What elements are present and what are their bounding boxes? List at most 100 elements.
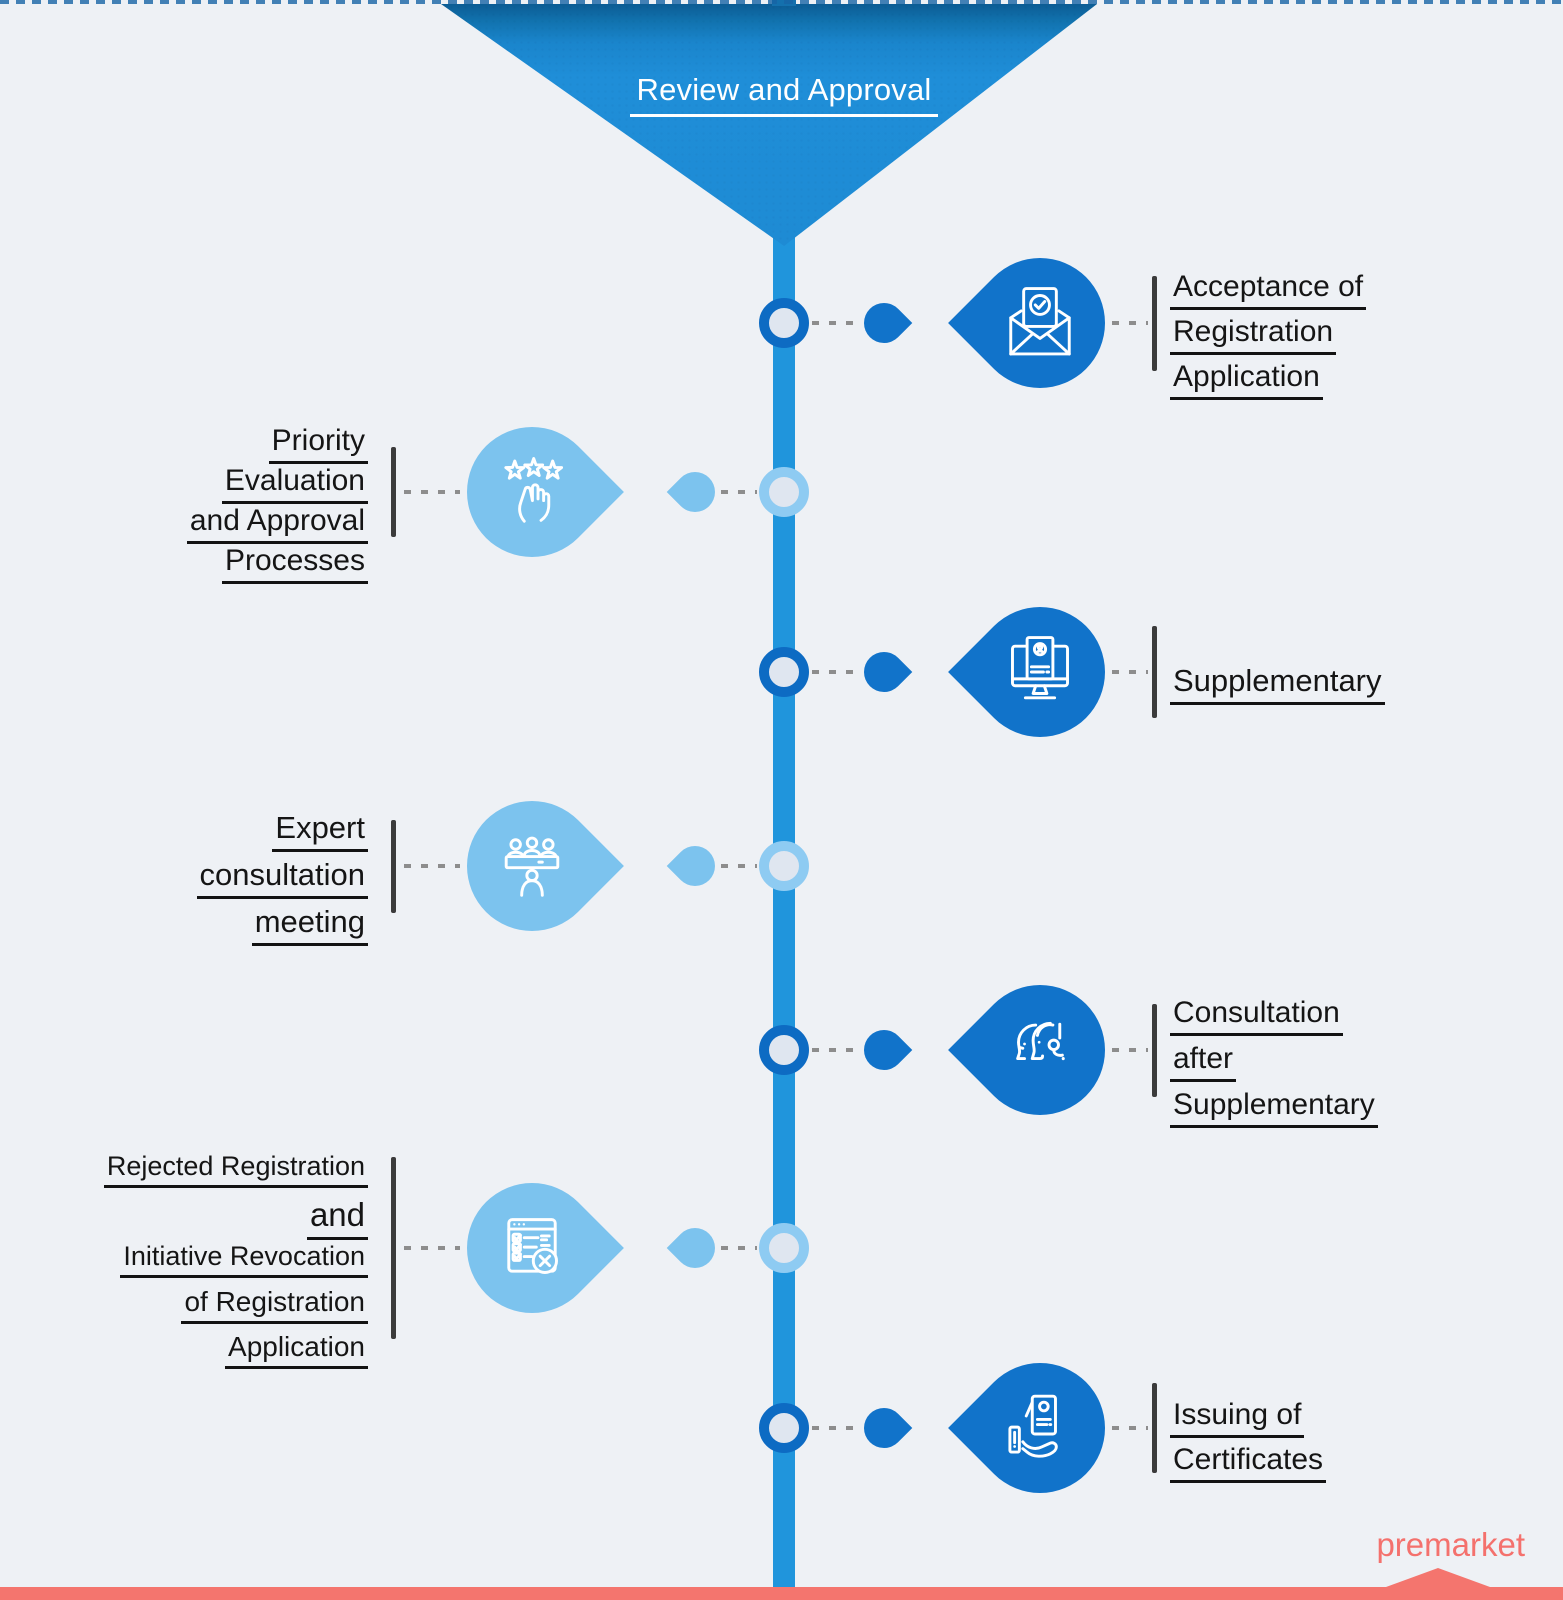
bottom-bar-peak (1386, 1568, 1490, 1587)
milestone-label-line: meeting (251, 904, 368, 946)
dotted-connector (812, 1048, 856, 1052)
timeline-node (759, 841, 809, 891)
expert-meeting-icon (467, 801, 597, 931)
timeline-node (759, 1223, 809, 1273)
bottom-bar (0, 1587, 1563, 1600)
small-teardrop (855, 294, 913, 352)
small-teardrop (855, 1399, 913, 1457)
dotted-connector (812, 321, 856, 325)
star-rating-hand-icon (504, 456, 564, 523)
label-accent-bar (1152, 1383, 1157, 1473)
label-accent-bar (1152, 1003, 1157, 1097)
label-accent-bar (391, 1157, 396, 1339)
envelope-check-icon (1009, 287, 1071, 356)
label-line-wrap: Priority (268, 424, 368, 464)
label-line-wrap: Expert (272, 810, 368, 852)
monitor-profile-icon (1011, 636, 1069, 700)
milestone-label-line: Priority (268, 424, 368, 464)
milestone-label-line: Evaluation (221, 464, 368, 504)
milestone-bubble (440, 774, 624, 958)
milestone-bubble (948, 231, 1132, 415)
small-teardrop (666, 1219, 724, 1277)
milestone-label-line: Application (225, 1331, 368, 1369)
timeline-line (773, 230, 795, 1589)
milestone-label: Supplementary (1170, 524, 1540, 844)
dotted-connector (1112, 1426, 1148, 1430)
dotted-connector (1112, 670, 1148, 674)
dotted-connector (1112, 1048, 1148, 1052)
label-line-wrap: of Registration (181, 1286, 368, 1324)
milestone-bubble (440, 400, 624, 584)
expert-meeting-icon (504, 836, 560, 897)
label-line-wrap: Processes (221, 544, 368, 584)
funnel-title: Review and Approval (630, 72, 938, 117)
milestone-label-line: Initiative Revocation (120, 1241, 368, 1278)
label-accent-bar (391, 447, 396, 537)
label-line-wrap: Application (225, 1331, 368, 1369)
headset-consultation-icon (975, 985, 1105, 1115)
label-line-wrap: Certificates (1170, 1443, 1327, 1483)
label-line-wrap: Evaluation (221, 464, 368, 504)
small-teardrop (666, 837, 724, 895)
label-line-wrap: Registration (1170, 315, 1337, 355)
milestone-label-line: Processes (221, 544, 368, 584)
milestone-label-line: Registration (1170, 315, 1337, 355)
milestone-label: Acceptance of Registration Application (1170, 175, 1540, 495)
label-line-wrap: Issuing of (1170, 1398, 1305, 1438)
label-line-wrap: meeting (251, 904, 368, 946)
milestone-label: Consultation after Supplementary (1170, 902, 1540, 1222)
rejected-checklist-icon (507, 1218, 558, 1274)
milestone-label: Priority Evaluation and Approval Processes (18, 344, 368, 664)
milestone-label-line: Certificates (1170, 1443, 1327, 1483)
review-funnel (441, 4, 1097, 246)
hand-certificate-icon (975, 1363, 1105, 1493)
dotted-connector (404, 864, 460, 868)
milestone-label-line: Supplementary (1170, 1088, 1378, 1128)
small-teardrop (855, 1021, 913, 1079)
milestone-label-line: consultation (196, 857, 368, 899)
timeline-node (759, 467, 809, 517)
milestone-label-line: and Approval (186, 504, 368, 544)
dotted-connector (721, 864, 757, 868)
hand-certificate-icon (1008, 1394, 1058, 1458)
milestone-label-line: Supplementary (1170, 663, 1385, 705)
funnel-title-wrap: Review and Approval (584, 72, 984, 117)
envelope-check-icon (975, 258, 1105, 388)
small-teardrop (666, 463, 724, 521)
milestone-label-line: Expert (272, 810, 368, 852)
milestone-label-line: Consultation (1170, 996, 1343, 1036)
milestone-bubble (440, 1156, 624, 1340)
dotted-connector (721, 490, 757, 494)
label-line-wrap: Application (1170, 360, 1323, 400)
milestone-label: Issuing of Certificates (1170, 1280, 1540, 1600)
label-line-wrap: and (306, 1196, 368, 1240)
dotted-connector (404, 490, 460, 494)
milestone-bubble (948, 1336, 1132, 1520)
milestone-label-line: Issuing of (1170, 1398, 1305, 1438)
label-accent-bar (1152, 626, 1157, 718)
top-dashed-border (0, 0, 1563, 4)
milestone-label-line: after (1170, 1042, 1237, 1082)
timeline-node (759, 647, 809, 697)
headset-consultation-icon (1016, 1021, 1065, 1061)
dotted-connector (1112, 321, 1148, 325)
milestone-bubble (948, 958, 1132, 1142)
milestone-label-line: Acceptance of (1170, 270, 1367, 310)
milestone-bubble (948, 580, 1132, 764)
timeline-node (759, 1025, 809, 1075)
label-accent-bar (1152, 275, 1157, 371)
label-line-wrap: Initiative Revocation (120, 1241, 368, 1278)
milestone-label-line: and (306, 1196, 368, 1240)
label-line-wrap: Acceptance of (1170, 270, 1367, 310)
milestone-label-line: of Registration (181, 1286, 368, 1324)
dotted-connector (404, 1246, 460, 1250)
milestone-label: Expert consultation meeting (18, 718, 368, 1038)
rejected-checklist-icon (467, 1183, 597, 1313)
label-line-wrap: and Approval (186, 504, 368, 544)
timeline-node (759, 1403, 809, 1453)
label-line-wrap: Supplementary (1170, 663, 1385, 705)
dotted-connector (721, 1246, 757, 1250)
dotted-connector (812, 670, 856, 674)
label-line-wrap: Consultation (1170, 996, 1343, 1036)
